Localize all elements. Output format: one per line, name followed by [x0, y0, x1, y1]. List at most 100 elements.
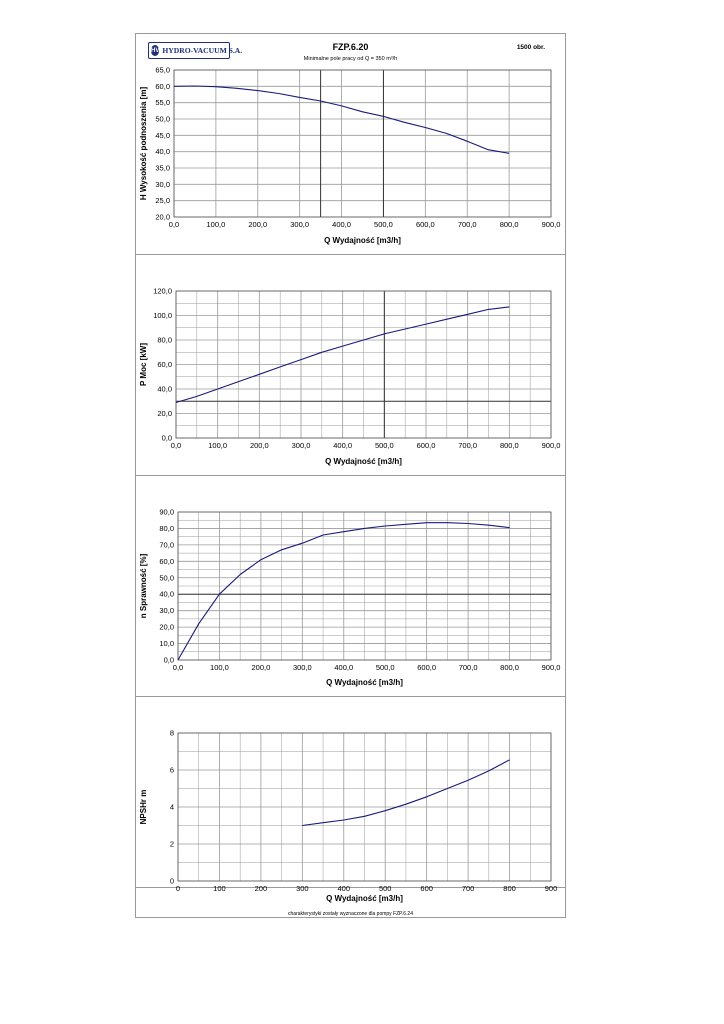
x-tick-label: 700,0	[459, 663, 478, 672]
x-tick-label: 0,0	[171, 441, 181, 450]
y-tick-label: 50,0	[159, 573, 174, 582]
charts-canvas: 0,0 100,0 200,0 300,0 400,0 500,0 600,0 700,0 80…	[139, 66, 561, 904]
plot-frame	[175, 290, 552, 439]
x-tick-label: 100,0	[208, 441, 227, 450]
x-tick-label: 100,0	[206, 220, 225, 229]
y-axis-label: NPSHr m	[139, 790, 148, 825]
x-axis-label: Q Wydajność [m3/h]	[325, 457, 402, 466]
x-tick-label: 600,0	[417, 441, 436, 450]
x-tick-label: 600,0	[416, 220, 435, 229]
y-tick-label: 45,0	[155, 131, 170, 140]
y-tick-label: 0	[170, 877, 174, 886]
company-logo: HV HYDRO-VACUUM S.A.	[148, 42, 242, 59]
x-tick-label: 900,0	[542, 663, 561, 672]
x-tick-label: 800,0	[500, 220, 519, 229]
logo-mark-icon: HV	[151, 45, 160, 56]
x-tick-label: 700,0	[458, 441, 477, 450]
data-series-line	[177, 522, 510, 661]
x-tick-label: 0,0	[169, 220, 179, 229]
x-tick-label: 600	[420, 884, 433, 893]
x-tick-label: 700,0	[458, 220, 477, 229]
y-tick-label: 60,0	[157, 360, 172, 369]
y-tick-label: 6	[170, 766, 174, 775]
y-tick-label: 55,0	[155, 98, 170, 107]
x-tick-label: 800,0	[500, 441, 519, 450]
x-tick-label: 400,0	[333, 441, 352, 450]
x-tick-label: 200,0	[251, 663, 270, 672]
x-tick-label: 500,0	[376, 663, 395, 672]
x-axis-label: Q Wydajność [m3/h]	[326, 678, 403, 687]
x-tick-label: 0	[176, 884, 180, 893]
y-tick-label: 40,0	[159, 590, 174, 599]
x-tick-label: 800,0	[500, 663, 519, 672]
panel-divider	[136, 696, 565, 697]
data-series-line	[302, 759, 510, 827]
x-tick-label: 900,0	[542, 220, 561, 229]
y-tick-label: 60,0	[155, 82, 170, 91]
x-tick-label: 400,0	[332, 220, 351, 229]
plot-frame	[173, 69, 552, 218]
x-tick-label: 300	[296, 884, 309, 893]
x-tick-label: 600,0	[417, 663, 436, 672]
y-tick-label: 30,0	[159, 606, 174, 615]
y-tick-label: 20,0	[155, 213, 170, 222]
y-tick-label: 120,0	[153, 287, 172, 296]
panel-divider	[136, 887, 565, 888]
y-tick-label: 40,0	[155, 147, 170, 156]
x-tick-label: 500,0	[374, 220, 393, 229]
data-series-line	[173, 85, 510, 154]
y-tick-label: 40,0	[157, 385, 172, 394]
panel-divider	[136, 475, 565, 476]
x-tick-label: 300,0	[293, 663, 312, 672]
y-tick-label: 60,0	[159, 557, 174, 566]
y-tick-label: 4	[170, 803, 174, 812]
y-tick-label: 2	[170, 840, 174, 849]
y-tick-label: 20,0	[159, 623, 174, 632]
x-tick-label: 200	[255, 884, 268, 893]
y-axis-label: H Wysokość podnoszenia [m]	[139, 87, 148, 201]
y-axis-label: P Moc [kW]	[139, 343, 148, 386]
x-tick-label: 100	[213, 884, 226, 893]
x-tick-label: 200,0	[250, 441, 269, 450]
plot-frame	[177, 732, 552, 882]
y-tick-label: 25,0	[155, 196, 170, 205]
x-axis-label: Q Wydajność [m3/h]	[324, 236, 401, 245]
y-tick-label: 10,0	[159, 639, 174, 648]
x-tick-label: 0,0	[173, 663, 183, 672]
x-tick-label: 300,0	[292, 441, 311, 450]
x-tick-label: 800	[503, 884, 516, 893]
datasheet-frame: HV HYDRO-VACUUM S.A. FZP.6.20 1500 obr. …	[135, 33, 566, 918]
y-tick-label: 0,0	[162, 434, 172, 443]
logo-text: HYDRO-VACUUM S.A.	[162, 46, 243, 55]
x-tick-label: 900,0	[542, 441, 561, 450]
y-tick-label: 90,0	[159, 508, 174, 517]
footnote: charakterystyki zostały wyznaczone dla p…	[288, 911, 413, 917]
x-tick-label: 400	[338, 884, 351, 893]
x-tick-label: 400,0	[334, 663, 353, 672]
x-axis-label: Q Wydajność [m3/h]	[326, 894, 403, 903]
data-series-line	[175, 306, 510, 404]
x-tick-label: 500,0	[375, 441, 394, 450]
x-tick-label: 700	[462, 884, 475, 893]
rotation-speed: 1500 obr.	[516, 44, 545, 51]
operating-range-note: Minimalne pole pracy od Q = 350 m³/h	[303, 56, 398, 62]
x-tick-label: 500	[379, 884, 392, 893]
x-tick-label: 300,0	[290, 220, 309, 229]
y-tick-label: 50,0	[155, 115, 170, 124]
x-tick-label: 100,0	[210, 663, 229, 672]
y-tick-label: 8	[170, 729, 174, 738]
y-tick-label: 20,0	[157, 409, 172, 418]
y-tick-label: 100,0	[153, 311, 172, 320]
y-tick-label: 70,0	[159, 540, 174, 549]
y-tick-label: 35,0	[155, 164, 170, 173]
y-tick-label: 80,0	[157, 336, 172, 345]
x-tick-label: 900	[545, 884, 558, 893]
panel-divider	[136, 254, 565, 255]
plot-frame	[177, 511, 552, 661]
y-tick-label: 0,0	[164, 656, 174, 665]
x-tick-label: 200,0	[248, 220, 267, 229]
y-tick-label: 30,0	[155, 180, 170, 189]
pump-model-title: FZP.6.20	[332, 42, 369, 52]
y-axis-label: n Sprawność [%]	[139, 553, 148, 618]
y-tick-label: 80,0	[159, 524, 174, 533]
